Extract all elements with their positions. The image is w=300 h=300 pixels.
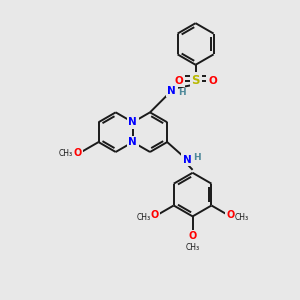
Text: CH₃: CH₃ — [59, 149, 73, 158]
Text: S: S — [191, 74, 200, 87]
Text: CH₃: CH₃ — [235, 213, 249, 222]
Text: H: H — [178, 88, 185, 97]
Text: CH₃: CH₃ — [185, 243, 200, 252]
Text: O: O — [226, 210, 235, 220]
Text: N: N — [128, 117, 137, 127]
Text: O: O — [151, 210, 159, 220]
Text: H: H — [193, 153, 201, 162]
Text: CH₃: CH₃ — [136, 213, 151, 222]
Text: O: O — [188, 231, 197, 241]
Text: O: O — [208, 76, 217, 85]
Text: O: O — [174, 76, 183, 85]
Text: N: N — [183, 155, 191, 165]
Text: O: O — [74, 148, 82, 158]
Text: N: N — [128, 137, 137, 147]
Text: N: N — [167, 85, 176, 96]
